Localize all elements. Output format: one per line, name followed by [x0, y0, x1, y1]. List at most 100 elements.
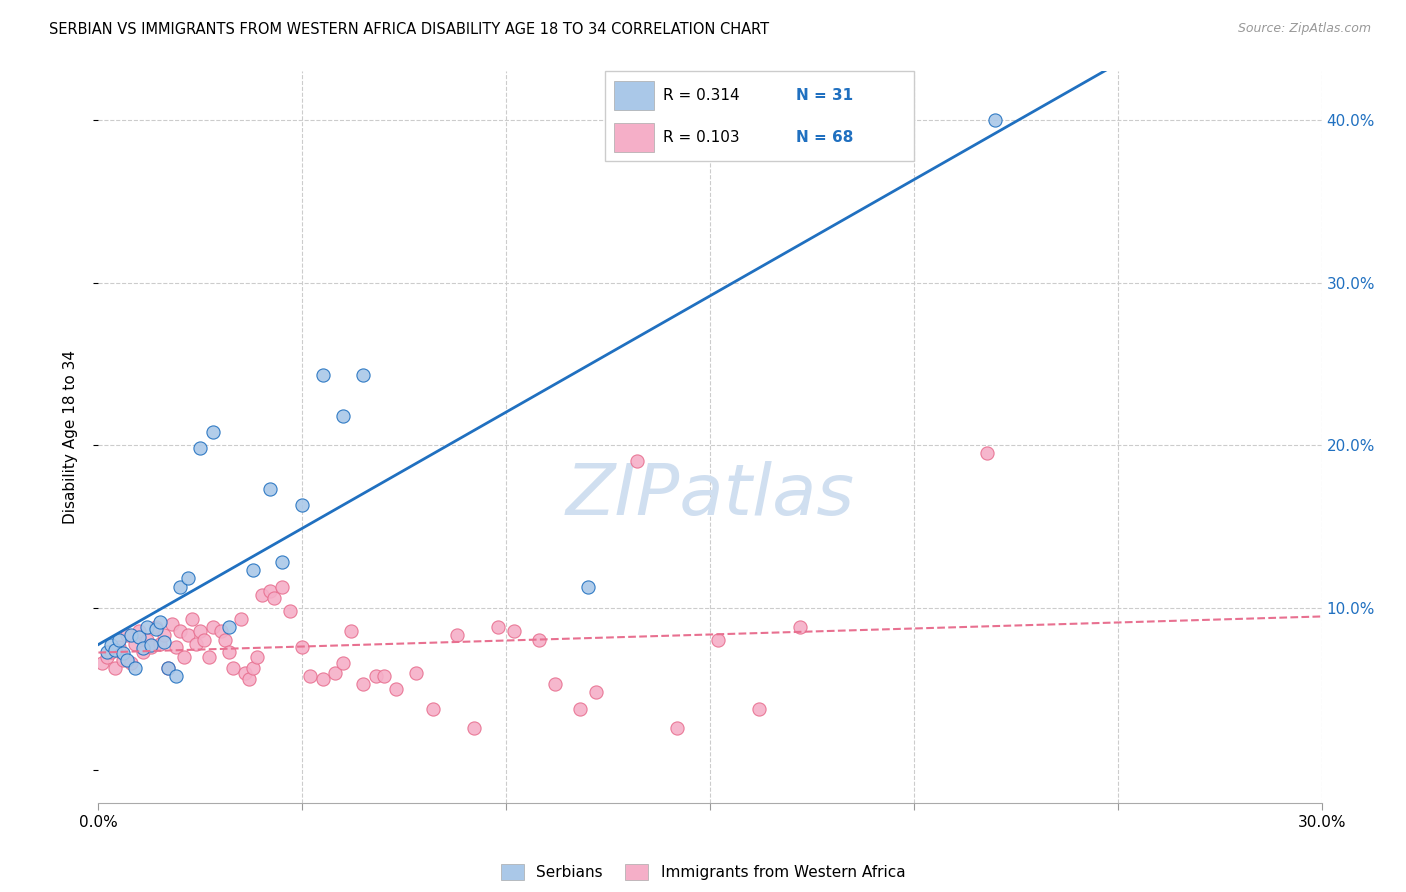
- Point: [177, 572, 200, 586]
- Point: [291, 499, 314, 513]
- Point: [250, 588, 273, 602]
- Point: [291, 640, 314, 654]
- Point: [169, 624, 191, 638]
- Point: [259, 584, 281, 599]
- Point: [422, 701, 444, 715]
- Point: [100, 645, 122, 659]
- Point: [132, 641, 155, 656]
- Point: [218, 620, 240, 634]
- Point: [352, 677, 374, 691]
- Point: [626, 454, 648, 468]
- Point: [463, 721, 485, 735]
- Point: [141, 638, 163, 652]
- Point: [181, 612, 204, 626]
- Text: R = 0.314: R = 0.314: [664, 88, 740, 103]
- Point: [323, 665, 346, 680]
- Point: [984, 113, 1007, 128]
- Point: [111, 646, 134, 660]
- Point: [104, 643, 127, 657]
- FancyBboxPatch shape: [605, 71, 914, 161]
- Point: [233, 665, 256, 680]
- Point: [136, 620, 159, 634]
- Point: [340, 624, 363, 638]
- Point: [364, 669, 387, 683]
- Point: [201, 425, 224, 440]
- Point: [332, 656, 354, 670]
- Point: [136, 633, 159, 648]
- Point: [242, 563, 264, 577]
- Point: [222, 661, 245, 675]
- Point: [145, 622, 167, 636]
- FancyBboxPatch shape: [614, 123, 654, 152]
- Text: N = 68: N = 68: [796, 130, 853, 145]
- Point: [278, 604, 301, 618]
- Text: Source: ZipAtlas.com: Source: ZipAtlas.com: [1237, 22, 1371, 36]
- Point: [111, 653, 134, 667]
- Point: [576, 580, 599, 594]
- Text: ZIPatlas: ZIPatlas: [565, 461, 855, 530]
- Point: [503, 624, 526, 638]
- Point: [165, 640, 187, 654]
- Point: [132, 645, 155, 659]
- Point: [186, 636, 208, 650]
- Point: [152, 635, 174, 649]
- Point: [91, 656, 114, 670]
- Point: [120, 656, 142, 670]
- Point: [446, 628, 468, 642]
- Point: [96, 645, 118, 659]
- Point: [141, 640, 163, 654]
- Point: [149, 636, 172, 650]
- Legend: Serbians, Immigrants from Western Africa: Serbians, Immigrants from Western Africa: [501, 864, 905, 880]
- Point: [115, 628, 138, 642]
- Text: SERBIAN VS IMMIGRANTS FROM WESTERN AFRICA DISABILITY AGE 18 TO 34 CORRELATION CH: SERBIAN VS IMMIGRANTS FROM WESTERN AFRIC…: [49, 22, 769, 37]
- Point: [156, 661, 179, 675]
- Point: [152, 628, 174, 642]
- Point: [707, 633, 730, 648]
- Point: [145, 620, 167, 634]
- Point: [242, 661, 264, 675]
- Point: [270, 555, 294, 569]
- Point: [405, 665, 427, 680]
- Point: [124, 661, 146, 675]
- Point: [299, 669, 322, 683]
- Point: [169, 580, 191, 594]
- Point: [108, 640, 131, 654]
- Point: [124, 636, 146, 650]
- Point: [128, 630, 150, 644]
- Point: [149, 615, 172, 630]
- Point: [312, 368, 335, 383]
- Point: [165, 669, 187, 683]
- Point: [544, 677, 567, 691]
- Point: [238, 673, 260, 687]
- Text: R = 0.103: R = 0.103: [664, 130, 740, 145]
- Point: [585, 685, 607, 699]
- Point: [214, 633, 236, 648]
- Point: [385, 681, 408, 696]
- Point: [108, 633, 131, 648]
- Point: [789, 620, 811, 634]
- Point: [373, 669, 395, 683]
- Point: [188, 624, 212, 638]
- Point: [197, 649, 219, 664]
- FancyBboxPatch shape: [614, 81, 654, 110]
- Point: [201, 620, 224, 634]
- Point: [748, 701, 770, 715]
- Point: [270, 580, 294, 594]
- Point: [96, 649, 118, 664]
- Point: [156, 661, 179, 675]
- Point: [120, 628, 142, 642]
- Point: [193, 633, 215, 648]
- Point: [104, 661, 127, 675]
- Y-axis label: Disability Age 18 to 34: Disability Age 18 to 34: [63, 350, 77, 524]
- Point: [263, 591, 285, 605]
- Point: [115, 653, 138, 667]
- Point: [188, 442, 212, 456]
- Point: [976, 446, 998, 460]
- Point: [160, 617, 183, 632]
- Point: [209, 624, 232, 638]
- Point: [231, 612, 253, 626]
- Point: [173, 649, 195, 664]
- Point: [100, 638, 122, 652]
- Point: [312, 673, 335, 687]
- Point: [218, 645, 240, 659]
